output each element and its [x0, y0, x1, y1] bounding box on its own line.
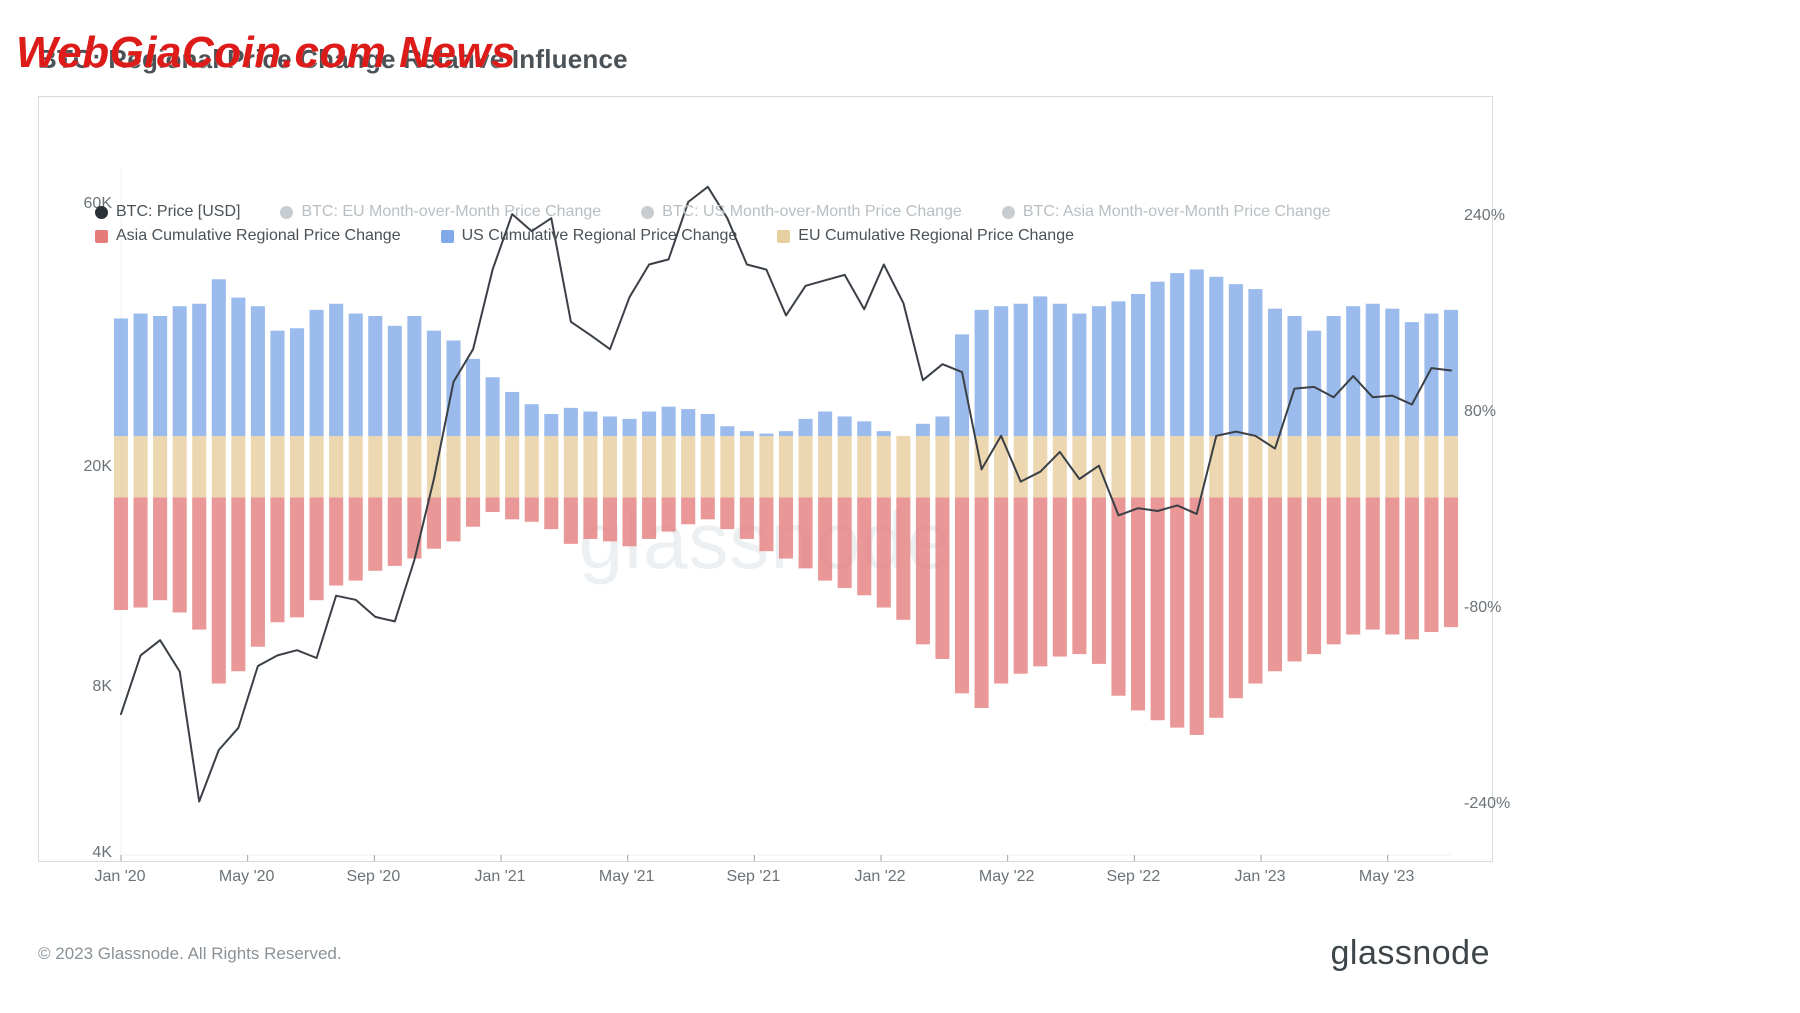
- legend-item[interactable]: US Cumulative Regional Price Change: [441, 227, 738, 245]
- legend-item[interactable]: EU Cumulative Regional Price Change: [777, 227, 1074, 245]
- x-tick-label: May '22: [979, 868, 1035, 886]
- legend-label: BTC: Price [USD]: [116, 203, 240, 221]
- legend-item[interactable]: BTC: Price [USD]: [95, 203, 240, 221]
- legend-label: Asia Cumulative Regional Price Change: [116, 227, 401, 245]
- legend-item[interactable]: BTC: US Month-over-Month Price Change: [641, 203, 962, 221]
- legend-label: BTC: US Month-over-Month Price Change: [662, 203, 962, 221]
- site-watermark: WebGiaCoin.com News: [16, 28, 516, 78]
- y-left-tick-label: 4K: [92, 844, 112, 862]
- legend-dot-icon: [641, 206, 654, 219]
- legend-label: BTC: Asia Month-over-Month Price Change: [1023, 203, 1331, 221]
- legend-label: BTC: EU Month-over-Month Price Change: [301, 203, 601, 221]
- chart-frame: glassnode BTC: Price [USD]BTC: EU Month-…: [38, 96, 1493, 862]
- x-tick-label: Jan '20: [94, 868, 145, 886]
- copyright: © 2023 Glassnode. All Rights Reserved.: [38, 944, 342, 964]
- x-tick-label: Jan '23: [1234, 868, 1285, 886]
- y-right-tick-label: -240%: [1464, 795, 1510, 813]
- x-tick-label: Sep '20: [346, 868, 400, 886]
- x-tick-label: Jan '21: [474, 868, 525, 886]
- legend-dot-icon: [95, 206, 108, 219]
- x-axis-labels: Jan '20 May '20 Sep '20 Jan '21 May '21 Sep '…: [38, 868, 1493, 892]
- legend-item[interactable]: BTC: Asia Month-over-Month Price Change: [1002, 203, 1331, 221]
- legend-square-icon: [95, 230, 108, 243]
- y-left-tick-label: 20K: [84, 458, 112, 476]
- legend-label: EU Cumulative Regional Price Change: [798, 227, 1074, 245]
- legend-item[interactable]: BTC: EU Month-over-Month Price Change: [280, 203, 601, 221]
- legend-square-icon: [777, 230, 790, 243]
- legend-label: US Cumulative Regional Price Change: [462, 227, 738, 245]
- x-tick-label: Sep '22: [1106, 868, 1160, 886]
- y-left-tick-label: 8K: [92, 678, 112, 696]
- x-tick-label: May '23: [1359, 868, 1415, 886]
- x-tick-label: May '21: [599, 868, 655, 886]
- legend-dot-icon: [1002, 206, 1015, 219]
- legend: BTC: Price [USD] BTC: EU Month-over-Month…: [95, 203, 1515, 245]
- y-right-tick-label: -80%: [1464, 599, 1501, 617]
- brand-logo: glassnode: [1330, 934, 1490, 973]
- y-right-tick-label: 80%: [1464, 403, 1496, 421]
- x-tick-label: Sep '21: [726, 868, 780, 886]
- x-tick-label: Jan '22: [854, 868, 905, 886]
- legend-dot-icon: [280, 206, 293, 219]
- legend-square-icon: [441, 230, 454, 243]
- chart-wrapper: WebGiaCoin.com News BTC: Regional Price …: [0, 0, 1800, 1013]
- legend-item[interactable]: Asia Cumulative Regional Price Change: [95, 227, 401, 245]
- x-tick-label: May '20: [219, 868, 275, 886]
